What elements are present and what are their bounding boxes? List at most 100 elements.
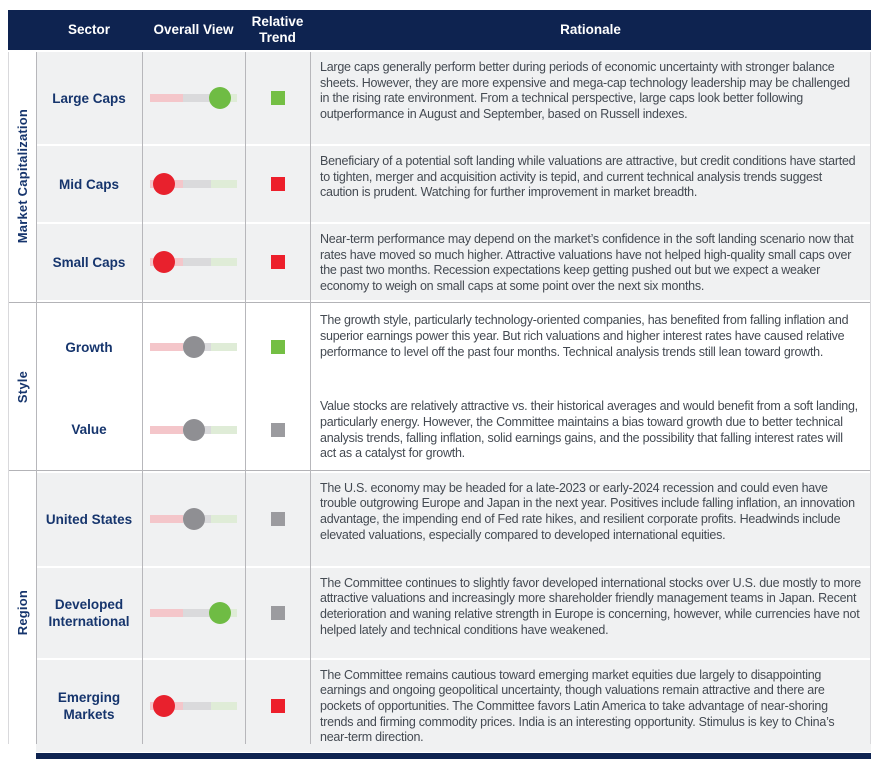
overall-view-cell xyxy=(142,472,245,566)
relative-trend-cell xyxy=(245,224,310,301)
overall-view-cell xyxy=(142,52,245,144)
slider-track-positive xyxy=(211,343,237,352)
table-body: Market Capitalization Large Caps xyxy=(8,52,871,752)
table-row-mid-caps: Mid Caps Beneficiary of a potential xyxy=(36,146,871,222)
slider-dot xyxy=(208,601,231,624)
sector-cell: United States xyxy=(36,472,142,566)
overall-view-slider xyxy=(150,336,237,359)
slider-track-negative xyxy=(150,515,183,524)
overall-view-cell xyxy=(142,146,245,222)
slider-track-negative xyxy=(150,343,183,352)
sector-label: United States xyxy=(45,511,133,527)
grid-line-vertical xyxy=(870,52,871,744)
table-row-value: Value Value stocks are relatively at xyxy=(36,391,871,468)
sector-label: Developed International xyxy=(48,596,130,629)
rationale-text: Beneficiary of a potential soft landing … xyxy=(310,146,871,222)
slider-dot xyxy=(208,87,231,109)
slider-track-neutral xyxy=(183,258,211,267)
overall-view-cell xyxy=(142,391,245,468)
trend-square-icon xyxy=(270,177,285,191)
table-row-developed-international: Developed International The Committe xyxy=(36,567,871,658)
group-cell: Market Capitalization xyxy=(8,52,36,301)
trend-square-icon xyxy=(270,91,285,105)
slider-track-negative xyxy=(150,608,183,617)
trend-square-icon xyxy=(270,512,285,527)
column-header-relative-trend: Relative Trend xyxy=(251,14,304,45)
slider-dot xyxy=(182,508,205,531)
sector-label: Value xyxy=(71,422,107,438)
slider-track-positive xyxy=(211,258,237,267)
grid-line-vertical xyxy=(36,52,37,744)
group-label-market-capitalization: Market Capitalization xyxy=(14,109,30,244)
column-header-sector: Sector xyxy=(67,22,111,37)
section-style: Style Growth xyxy=(8,305,871,468)
trend-square-icon xyxy=(270,255,285,270)
relative-trend-cell xyxy=(245,146,310,222)
slider-dot xyxy=(182,418,205,441)
relative-trend-cell xyxy=(245,659,310,752)
sector-label: Mid Caps xyxy=(58,176,119,192)
sector-cell: Developed International xyxy=(36,567,142,658)
group-label-region: Region xyxy=(14,589,30,635)
rationale-text: Near-term performance may depend on the … xyxy=(310,224,871,301)
allocation-table: Sector Overall View Relative Trend Ratio… xyxy=(8,10,871,759)
trend-square-icon xyxy=(270,340,285,355)
overall-view-slider xyxy=(150,508,237,531)
slider-dot xyxy=(152,173,175,195)
rationale-text: Large caps generally perform better duri… xyxy=(310,52,871,144)
slider-track-neutral xyxy=(183,180,211,188)
table-footer-bar xyxy=(36,752,871,759)
group-cell: Region xyxy=(8,472,36,752)
rationale-text: The growth style, particularly technolog… xyxy=(310,305,871,390)
rationale-text: The Committee continues to slightly favo… xyxy=(310,567,871,658)
slider-track-positive xyxy=(211,180,237,188)
sector-label: Growth xyxy=(65,339,113,355)
relative-trend-cell xyxy=(245,305,310,390)
sector-cell: Large Caps xyxy=(36,52,142,144)
grid-line-vertical xyxy=(310,52,311,744)
relative-trend-cell xyxy=(245,391,310,468)
sector-cell: Value xyxy=(36,391,142,468)
table-row-united-states: United States The U.S. economy may b xyxy=(36,472,871,566)
relative-trend-cell xyxy=(245,52,310,144)
overall-view-cell xyxy=(142,224,245,301)
trend-square-icon xyxy=(270,605,285,620)
section-market-capitalization: Market Capitalization Large Caps xyxy=(8,52,871,301)
overall-view-cell xyxy=(142,567,245,658)
table-row-growth: Growth The growth style, particularl xyxy=(36,305,871,390)
overall-view-slider xyxy=(150,87,237,109)
section-divider xyxy=(8,469,871,471)
relative-trend-cell xyxy=(245,567,310,658)
rationale-text: The Committee remains cautious toward em… xyxy=(310,659,871,752)
slider-dot xyxy=(182,336,205,359)
sector-cell: Emerging Markets xyxy=(36,659,142,752)
slider-track-neutral xyxy=(183,608,211,617)
trend-square-icon xyxy=(270,422,285,437)
relative-trend-cell xyxy=(245,472,310,566)
sector-cell: Small Caps xyxy=(36,224,142,301)
grid-line-vertical xyxy=(142,52,143,744)
table-row-small-caps: Small Caps Near-term performance may xyxy=(36,224,871,301)
slider-dot xyxy=(152,251,175,274)
slider-track-neutral xyxy=(183,94,211,102)
column-header-rationale: Rationale xyxy=(560,22,621,37)
sector-label: Large Caps xyxy=(52,90,126,106)
overall-view-slider xyxy=(150,173,237,195)
sector-cell: Mid Caps xyxy=(36,146,142,222)
table-row-large-caps: Large Caps Large caps generally perf xyxy=(36,52,871,144)
group-label-style: Style xyxy=(14,370,30,403)
overall-view-slider xyxy=(150,601,237,624)
grid-line-vertical xyxy=(245,52,246,744)
rationale-text: The U.S. economy may be headed for a lat… xyxy=(310,472,871,566)
overall-view-cell xyxy=(142,305,245,390)
column-header-overall-view: Overall View xyxy=(153,22,234,37)
overall-view-cell xyxy=(142,659,245,752)
slider-track-positive xyxy=(211,701,237,710)
slider-track-neutral xyxy=(183,701,211,710)
overall-view-slider xyxy=(150,694,237,717)
slider-dot xyxy=(152,694,175,717)
overall-view-slider xyxy=(150,418,237,441)
table-header: Sector Overall View Relative Trend Ratio… xyxy=(8,10,871,50)
sector-cell: Growth xyxy=(36,305,142,390)
overall-view-slider xyxy=(150,251,237,274)
